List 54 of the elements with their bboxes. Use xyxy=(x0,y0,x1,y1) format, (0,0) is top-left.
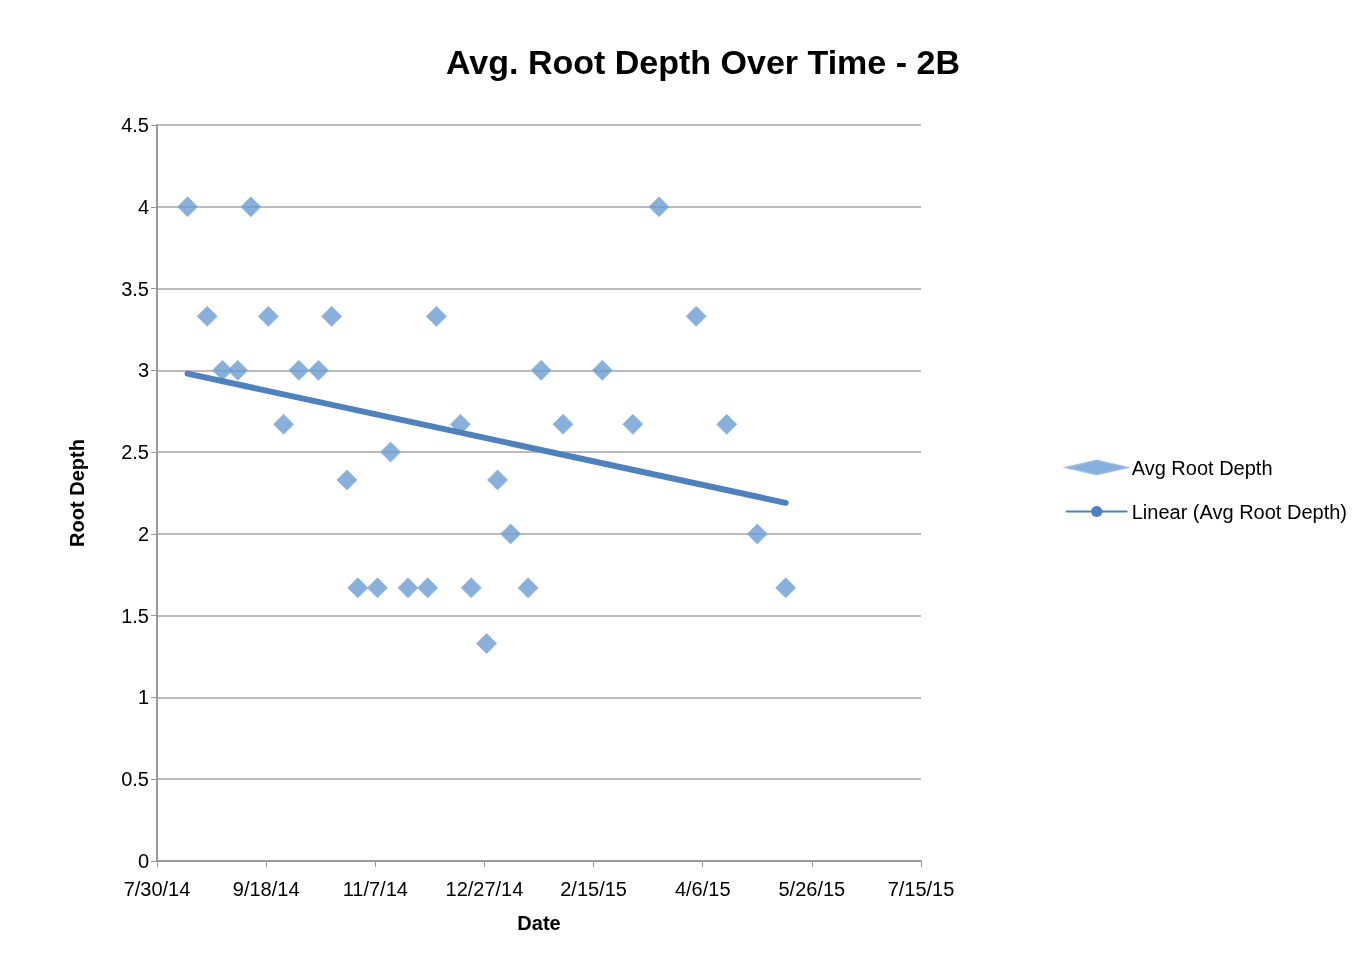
y-tick-label: 1 xyxy=(137,686,149,709)
point xyxy=(273,413,295,435)
point xyxy=(347,577,369,599)
point xyxy=(500,523,522,545)
y-tick-label: 3 xyxy=(137,359,149,382)
x-tick-label: 7/30/14 xyxy=(123,878,191,900)
point xyxy=(336,469,358,491)
point xyxy=(460,577,482,599)
point xyxy=(487,469,509,491)
x-tick-label: 11/7/14 xyxy=(342,878,408,900)
y-tick-label: 0 xyxy=(137,850,149,872)
x-tick-label: 2/15/15 xyxy=(560,878,627,900)
point xyxy=(321,305,343,327)
legend-label: Avg Root Depth xyxy=(1131,456,1273,479)
y-tick-label: 1.5 xyxy=(121,604,149,627)
point xyxy=(425,305,447,327)
point xyxy=(211,359,233,381)
x-tick-label: 4/6/15 xyxy=(674,878,731,900)
point xyxy=(517,577,539,599)
point xyxy=(622,413,644,435)
point xyxy=(240,196,262,218)
point xyxy=(380,441,402,463)
point xyxy=(366,577,388,599)
point xyxy=(177,196,199,218)
point xyxy=(257,305,279,327)
point xyxy=(476,632,498,654)
point xyxy=(716,413,738,435)
y-tick-label: 0.5 xyxy=(121,768,149,791)
point xyxy=(196,305,218,327)
y-tick-label: 3.5 xyxy=(121,277,149,300)
x-tick-label: 12/27/14 xyxy=(445,878,524,900)
x-tick-label: 9/18/14 xyxy=(232,878,300,900)
point xyxy=(308,359,330,381)
point xyxy=(746,523,768,545)
point xyxy=(775,577,797,599)
chart-title: Avg. Root Depth Over Time - 2B xyxy=(446,43,960,81)
point xyxy=(417,577,439,599)
y-axis-title: Root Depth xyxy=(66,439,88,547)
point xyxy=(530,359,552,381)
x-tick-label: 5/26/15 xyxy=(778,878,846,900)
point xyxy=(685,305,707,327)
point xyxy=(648,196,670,218)
point xyxy=(397,577,419,599)
y-tick-label: 4.5 xyxy=(121,114,149,136)
y-tick-label: 4 xyxy=(137,195,149,218)
legend-label: Linear (Avg Root Depth) xyxy=(1131,500,1348,523)
point xyxy=(288,359,310,381)
x-axis-title: Date xyxy=(517,912,561,934)
point xyxy=(591,359,613,381)
y-tick-label: 2.5 xyxy=(121,441,149,464)
x-tick-label: 7/15/15 xyxy=(887,878,955,900)
point xyxy=(552,413,574,435)
point xyxy=(227,359,249,381)
y-tick-label: 2 xyxy=(137,522,149,545)
